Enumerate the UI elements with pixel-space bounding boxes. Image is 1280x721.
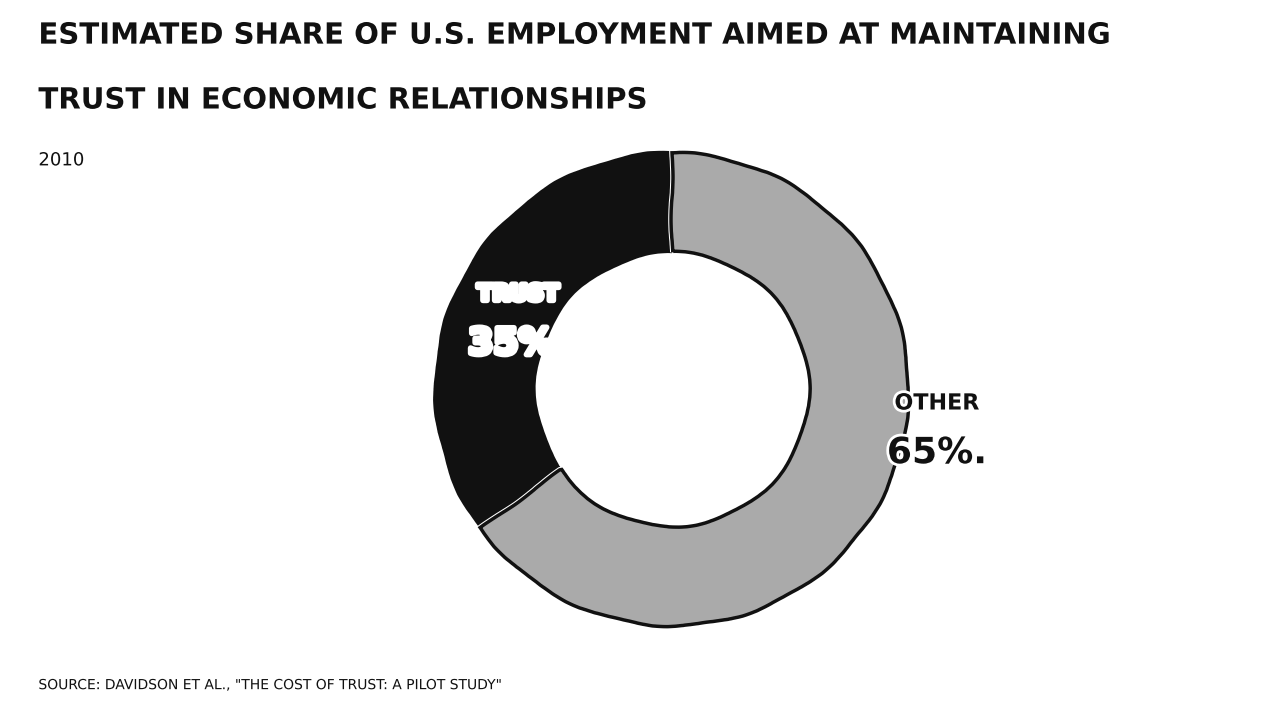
Text: OTHER: OTHER: [895, 394, 979, 414]
Text: TRUST: TRUST: [477, 284, 559, 304]
Text: TRUST IN ECONOMIC RELATIONSHIPS: TRUST IN ECONOMIC RELATIONSHIPS: [38, 87, 646, 115]
Wedge shape: [481, 153, 909, 626]
Text: 65%.: 65%.: [887, 436, 987, 470]
Text: 2010: 2010: [38, 151, 83, 169]
Text: ESTIMATED SHARE OF U.S. EMPLOYMENT AIMED AT MAINTAINING: ESTIMATED SHARE OF U.S. EMPLOYMENT AIMED…: [38, 22, 1108, 50]
Text: 35%.: 35%.: [468, 327, 568, 361]
Text: SOURCE: DAVIDSON ET AL., "THE COST OF TRUST: A PILOT STUDY": SOURCE: DAVIDSON ET AL., "THE COST OF TR…: [38, 678, 500, 692]
Wedge shape: [435, 153, 672, 528]
